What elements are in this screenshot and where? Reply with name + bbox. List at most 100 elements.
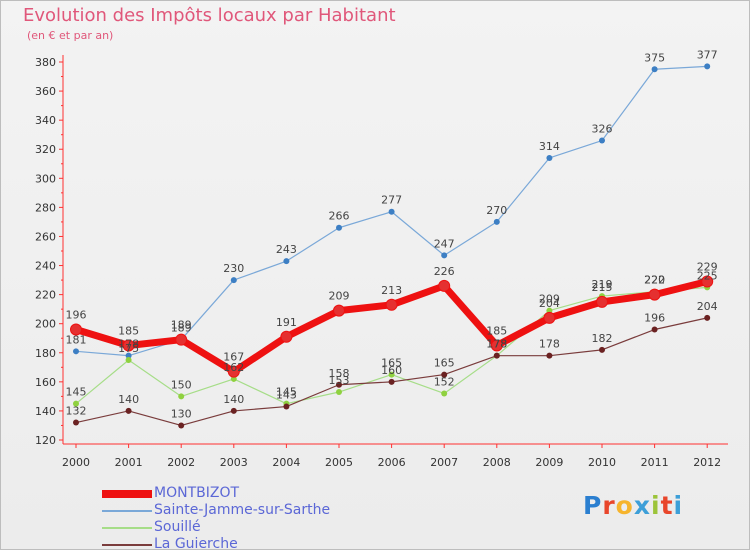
data-point — [385, 298, 398, 311]
data-label: 375 — [644, 51, 665, 64]
data-label: 185 — [118, 325, 139, 338]
logo-letter: t — [660, 491, 674, 520]
x-tick-label: 2006 — [378, 456, 406, 469]
chart-subtitle: (en € et par an) — [27, 29, 114, 42]
data-label: 225 — [697, 269, 718, 282]
data-label: 167 — [223, 351, 244, 364]
logo-letter: i — [673, 491, 684, 520]
data-point — [543, 311, 556, 324]
data-label: 204 — [697, 300, 718, 313]
data-label: 243 — [276, 243, 297, 256]
data-label: 158 — [329, 367, 350, 380]
y-tick-label: 300 — [35, 172, 56, 185]
legend-label: La Guierche — [154, 536, 238, 552]
data-label: 145 — [66, 386, 87, 399]
data-point — [336, 389, 342, 396]
data-label: 270 — [486, 204, 507, 217]
data-label: 130 — [171, 407, 192, 420]
data-label: 140 — [118, 393, 139, 406]
x-tick-label: 2000 — [62, 456, 90, 469]
data-label: 277 — [381, 194, 402, 207]
y-tick-label: 120 — [35, 434, 56, 447]
data-label: 189 — [171, 322, 192, 335]
x-tick-label: 2010 — [588, 456, 616, 469]
x-tick-label: 2012 — [693, 456, 721, 469]
data-point — [599, 137, 605, 144]
data-label: 153 — [329, 374, 350, 387]
data-label: 178 — [118, 338, 139, 351]
y-tick-label: 260 — [35, 230, 56, 243]
data-point — [336, 224, 342, 231]
data-point — [648, 288, 661, 301]
legend-swatch — [102, 510, 152, 512]
data-point — [388, 208, 395, 215]
y-tick-label: 180 — [35, 347, 56, 360]
data-point — [70, 323, 82, 336]
logo-letter: x — [633, 491, 651, 520]
y-tick-label: 380 — [35, 56, 56, 69]
chart-title: Evolution des Impôts locaux par Habitant — [23, 5, 396, 26]
data-point — [388, 371, 395, 378]
data-label: 150 — [171, 378, 192, 391]
data-point — [283, 258, 290, 265]
data-label: 209 — [329, 290, 350, 303]
data-label: 219 — [592, 278, 613, 291]
y-tick-label: 320 — [35, 143, 56, 156]
data-label: 209 — [539, 293, 560, 306]
data-label: 326 — [592, 123, 613, 136]
data-point — [438, 279, 451, 292]
data-label: 377 — [697, 48, 718, 61]
x-tick-label: 2005 — [325, 456, 353, 469]
data-label: 213 — [381, 284, 402, 297]
data-label: 247 — [434, 237, 455, 250]
data-label: 181 — [66, 333, 87, 346]
data-point — [227, 365, 240, 378]
data-label: 165 — [434, 357, 455, 370]
data-label: 191 — [276, 316, 297, 329]
legend-label: Sainte-Jamme-sur-Sarthe — [154, 502, 331, 518]
data-point — [178, 422, 185, 429]
data-point — [175, 333, 188, 346]
data-label: 229 — [697, 261, 718, 274]
logo-letter: o — [615, 491, 634, 520]
data-label: 189 — [171, 319, 192, 332]
data-label: 196 — [644, 312, 665, 325]
y-tick-label: 200 — [35, 318, 56, 331]
x-tick-label: 2002 — [167, 456, 195, 469]
proxiti-logo: Proxiti — [583, 491, 683, 520]
data-point — [596, 295, 608, 308]
data-label: 215 — [592, 281, 613, 294]
y-tick-label: 140 — [35, 405, 56, 418]
data-point — [493, 218, 500, 225]
data-point — [441, 371, 448, 378]
data-label: 314 — [539, 140, 560, 153]
data-point — [546, 154, 553, 161]
data-point — [388, 378, 395, 385]
y-tick-label: 220 — [35, 289, 56, 302]
y-tick-label: 340 — [35, 114, 56, 127]
data-point — [441, 390, 448, 397]
y-tick-label: 160 — [35, 376, 56, 389]
data-label: 178 — [539, 338, 560, 351]
data-label: 160 — [381, 364, 402, 377]
data-label: 165 — [381, 357, 402, 370]
data-label: 266 — [329, 210, 350, 223]
x-tick-label: 2007 — [430, 456, 458, 469]
legend-swatch — [102, 490, 152, 498]
data-point — [125, 352, 132, 359]
x-tick-label: 2004 — [272, 456, 300, 469]
x-tick-label: 2001 — [115, 456, 143, 469]
x-tick-label: 2011 — [641, 456, 669, 469]
data-label: 162 — [223, 361, 244, 374]
data-point — [73, 419, 79, 426]
data-label: 220 — [644, 274, 665, 287]
data-point — [441, 252, 448, 259]
data-label: 222 — [644, 274, 665, 287]
data-point — [125, 357, 132, 364]
data-point — [704, 63, 711, 70]
legend-swatch — [102, 527, 152, 529]
data-point — [230, 407, 237, 414]
data-point — [651, 66, 658, 73]
data-point — [122, 339, 135, 352]
